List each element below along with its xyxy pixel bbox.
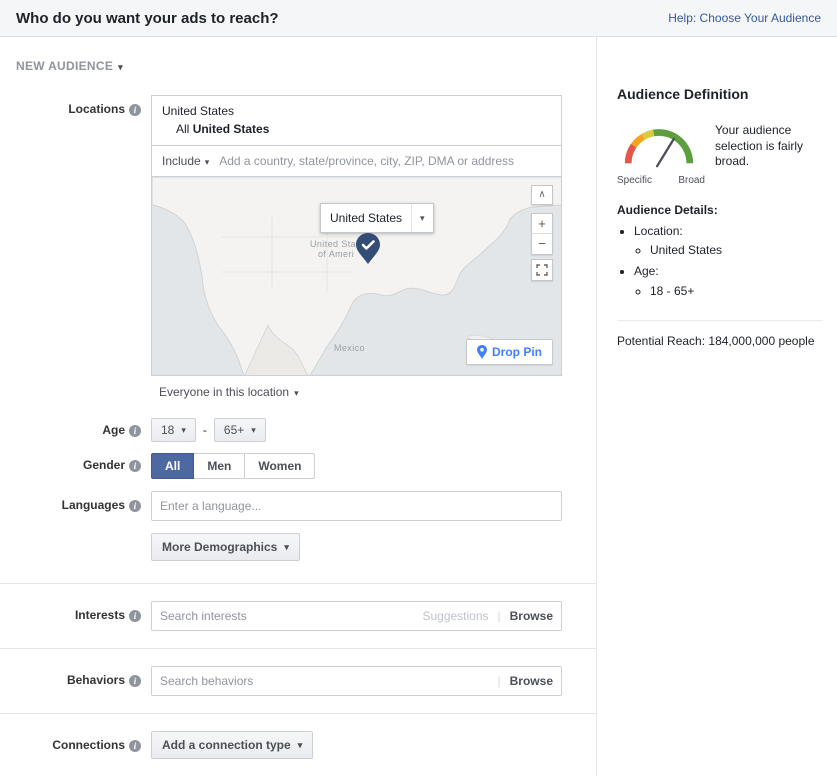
caret-down-icon: ▾ xyxy=(118,62,123,72)
help-link[interactable]: Help: Choose Your Audience xyxy=(668,11,821,25)
gender-label: Gender i xyxy=(0,451,151,479)
new-audience-dropdown[interactable]: NEW AUDIENCE ▾ xyxy=(16,59,596,73)
caret-down-icon: ▾ xyxy=(297,739,303,750)
behaviors-browse-link[interactable]: Browse xyxy=(509,674,553,688)
age-row: Age i 18 ▾ - 65+ ▾ xyxy=(0,416,596,442)
section-divider xyxy=(0,583,596,584)
interests-label: Interests i xyxy=(0,601,151,631)
locations-row: Locations i United States All United Stat… xyxy=(0,95,596,399)
detail-item: Location: United States xyxy=(634,223,823,258)
caret-down-icon: ▾ xyxy=(204,157,210,167)
gender-row: Gender i All Men Women xyxy=(0,451,596,479)
locations-label: Locations i xyxy=(0,95,151,399)
drop-pin-button[interactable]: Drop Pin xyxy=(466,339,553,365)
map-collapse-button[interactable]: ∧ xyxy=(531,185,553,205)
detail-value: United States xyxy=(650,242,823,258)
gender-all-button[interactable]: All xyxy=(151,453,195,479)
gauge-description: Your audience selection is fairly broad. xyxy=(715,123,804,169)
languages-row: Languages i xyxy=(0,491,596,521)
behaviors-label: Behaviors i xyxy=(0,666,151,696)
info-icon[interactable]: i xyxy=(129,104,141,116)
location-map[interactable]: United States of Ameri Mexico United Sta… xyxy=(151,176,562,376)
info-icon[interactable]: i xyxy=(129,675,141,687)
section-divider xyxy=(0,648,596,649)
page-title: Who do you want your ads to reach? xyxy=(16,9,279,27)
info-icon[interactable]: i xyxy=(129,610,141,622)
map-country-label: United States of Ameri xyxy=(310,239,370,259)
connections-label: Connections i xyxy=(0,731,151,759)
detail-value: 18 - 65+ xyxy=(650,283,823,299)
gauge-specific-label: Specific xyxy=(617,175,653,186)
connections-row: Connections i Add a connection type ▾ xyxy=(0,731,596,759)
location-include-row: Include ▾ xyxy=(151,145,562,177)
caret-down-icon: ▾ xyxy=(251,424,256,435)
new-audience-label: NEW AUDIENCE xyxy=(16,59,114,73)
audience-scope-dropdown[interactable]: Everyone in this location ▾ xyxy=(159,385,299,399)
audience-definition-panel: Audience Definition Specific Broad xyxy=(597,37,837,776)
fullscreen-icon xyxy=(536,264,548,276)
info-icon[interactable]: i xyxy=(129,460,141,472)
age-separator: - xyxy=(202,423,207,437)
selected-location-detail: All United States xyxy=(176,122,270,136)
include-dropdown[interactable]: Include ▾ xyxy=(162,154,210,168)
selected-locations-box: United States All United States xyxy=(151,95,562,146)
gauge-broad-label: Broad xyxy=(678,175,705,186)
minus-icon: − xyxy=(538,236,546,251)
more-demographics-row: More Demographics ▾ xyxy=(0,533,596,561)
language-input[interactable] xyxy=(151,491,562,521)
map-pin-icon xyxy=(356,233,380,268)
gender-men-button[interactable]: Men xyxy=(193,453,246,479)
map-pin-dropdown[interactable]: United States ▾ xyxy=(320,203,434,233)
audience-gauge xyxy=(624,129,694,168)
suggestions-link[interactable]: Suggestions xyxy=(422,609,489,623)
audience-definition-title: Audience Definition xyxy=(617,86,749,102)
map-zoom-controls: + − xyxy=(531,213,553,255)
detail-item: Age: 18 - 65+ xyxy=(634,263,823,298)
connection-type-dropdown[interactable]: Add a connection type ▾ xyxy=(151,731,314,759)
age-max-select[interactable]: 65+ ▾ xyxy=(213,418,266,442)
more-demographics-button[interactable]: More Demographics ▾ xyxy=(151,533,300,561)
audience-details-list: Location: United States Age: 18 - 65+ xyxy=(617,223,823,299)
caret-down-icon: ▾ xyxy=(181,424,186,435)
age-min-select[interactable]: 18 ▾ xyxy=(151,418,196,442)
audience-details-title: Audience Details: xyxy=(617,203,718,217)
info-icon[interactable]: i xyxy=(129,425,141,437)
potential-reach: Potential Reach: 184,000,000 people xyxy=(617,319,823,348)
info-icon[interactable]: i xyxy=(129,500,141,512)
page-header: Who do you want your ads to reach? Help:… xyxy=(0,0,837,37)
audience-form: NEW AUDIENCE ▾ Locations i United States A… xyxy=(0,37,597,776)
age-label: Age i xyxy=(0,416,151,442)
map-mexico-label: Mexico xyxy=(334,343,365,353)
section-divider xyxy=(0,713,596,714)
chevron-up-icon: ∧ xyxy=(538,189,546,200)
gender-women-button[interactable]: Women xyxy=(244,453,316,479)
caret-down-icon: ▾ xyxy=(294,388,299,398)
divider-bar: | xyxy=(497,674,501,688)
zoom-out-button[interactable]: − xyxy=(532,234,552,254)
map-fullscreen-button[interactable] xyxy=(531,259,553,281)
interests-browse-link[interactable]: Browse xyxy=(509,609,553,623)
info-icon[interactable]: i xyxy=(129,740,141,752)
languages-label: Languages i xyxy=(0,491,151,521)
plus-icon: + xyxy=(538,216,546,231)
divider-bar: | xyxy=(497,609,501,623)
location-search-input[interactable] xyxy=(215,146,561,176)
caret-down-icon: ▾ xyxy=(411,204,433,232)
caret-down-icon: ▾ xyxy=(284,541,289,552)
zoom-in-button[interactable]: + xyxy=(532,214,552,234)
selected-location-item[interactable]: United States xyxy=(162,104,235,118)
drop-pin-icon xyxy=(477,345,487,359)
